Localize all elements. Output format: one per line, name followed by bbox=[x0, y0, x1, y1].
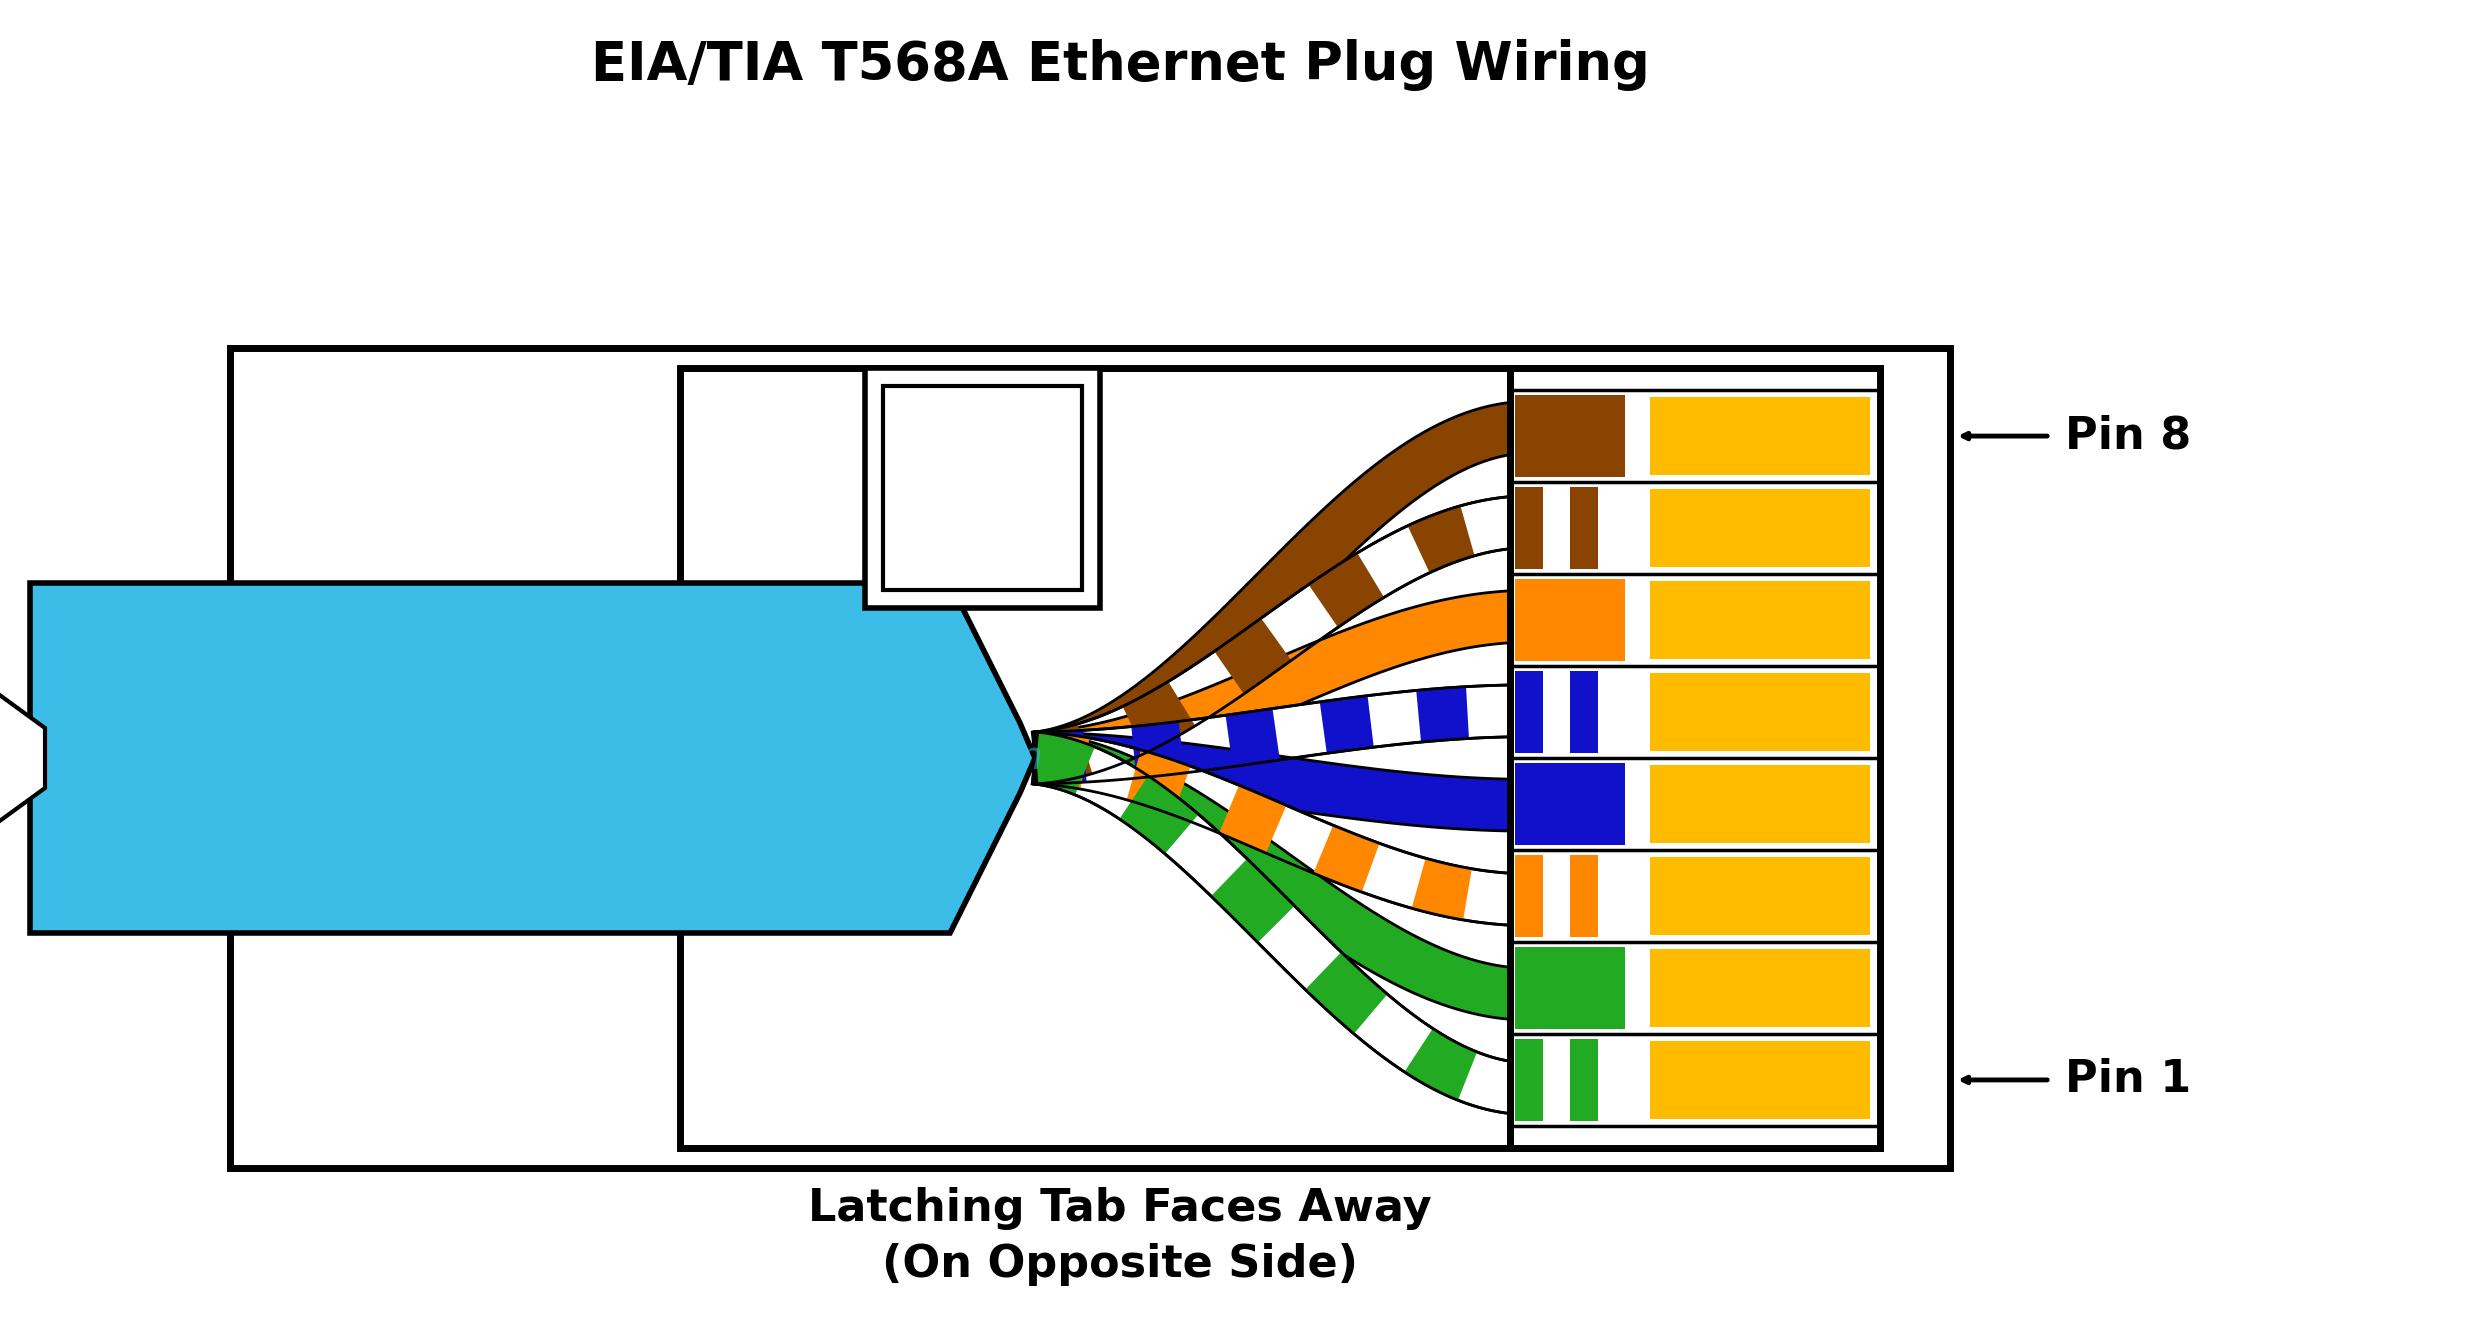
Polygon shape bbox=[1220, 786, 1287, 853]
Bar bbox=[1650, 950, 1870, 1027]
Polygon shape bbox=[1131, 721, 1186, 778]
Text: © HandymanHowTo.com: © HandymanHowTo.com bbox=[558, 740, 1042, 777]
Bar bbox=[1571, 1039, 1598, 1122]
Bar bbox=[1598, 1039, 1625, 1122]
Polygon shape bbox=[1035, 730, 1087, 785]
Polygon shape bbox=[30, 583, 1035, 933]
Polygon shape bbox=[1035, 732, 1517, 925]
Bar bbox=[1650, 397, 1870, 475]
Polygon shape bbox=[1309, 553, 1383, 627]
Polygon shape bbox=[1032, 724, 1092, 783]
Polygon shape bbox=[1032, 732, 1094, 795]
Bar bbox=[1598, 671, 1625, 753]
Bar bbox=[1514, 1039, 1541, 1122]
Bar bbox=[1541, 671, 1571, 753]
Polygon shape bbox=[1035, 590, 1517, 785]
Polygon shape bbox=[1032, 732, 1517, 1020]
Bar bbox=[1514, 578, 1625, 662]
Polygon shape bbox=[1210, 859, 1294, 942]
Bar bbox=[1650, 1041, 1870, 1118]
Polygon shape bbox=[1319, 696, 1373, 753]
Bar bbox=[1571, 855, 1598, 938]
Polygon shape bbox=[1126, 750, 1191, 815]
Bar bbox=[1541, 855, 1571, 938]
Polygon shape bbox=[1405, 1028, 1477, 1101]
Text: Pin 8: Pin 8 bbox=[2065, 414, 2191, 458]
Text: Latching Tab Faces Away: Latching Tab Faces Away bbox=[808, 1187, 1433, 1229]
Polygon shape bbox=[1035, 732, 1517, 831]
Bar bbox=[1514, 487, 1625, 569]
Bar bbox=[1571, 671, 1598, 753]
Bar bbox=[1650, 490, 1870, 566]
Text: (On Opposite Side): (On Opposite Side) bbox=[882, 1244, 1358, 1286]
Bar bbox=[679, 368, 1880, 1148]
Bar bbox=[1514, 671, 1625, 753]
Polygon shape bbox=[1032, 732, 1517, 1114]
Bar bbox=[1514, 487, 1541, 569]
Polygon shape bbox=[1119, 775, 1198, 853]
Bar bbox=[1514, 1039, 1625, 1122]
Polygon shape bbox=[1032, 496, 1517, 783]
Bar bbox=[1598, 855, 1625, 938]
Polygon shape bbox=[1415, 687, 1470, 742]
Bar bbox=[1571, 487, 1598, 569]
Polygon shape bbox=[0, 688, 44, 828]
Bar bbox=[1541, 1039, 1571, 1122]
Bar bbox=[1514, 946, 1625, 1029]
Bar bbox=[1650, 857, 1870, 934]
Text: Pin 1: Pin 1 bbox=[2065, 1058, 2191, 1102]
Text: EIA/TIA T568A Ethernet Plug Wiring: EIA/TIA T568A Ethernet Plug Wiring bbox=[590, 38, 1650, 91]
Bar bbox=[230, 348, 1949, 1168]
Bar bbox=[1514, 394, 1625, 478]
Bar bbox=[1514, 855, 1541, 938]
Bar bbox=[1598, 487, 1625, 569]
Bar bbox=[882, 386, 1082, 590]
Bar bbox=[1514, 762, 1625, 845]
Polygon shape bbox=[1124, 681, 1195, 753]
Polygon shape bbox=[1304, 953, 1388, 1033]
Polygon shape bbox=[1032, 402, 1517, 783]
Bar bbox=[1650, 766, 1870, 843]
Bar bbox=[1650, 673, 1870, 750]
Polygon shape bbox=[1035, 732, 1089, 789]
Bar bbox=[1650, 581, 1870, 659]
Bar bbox=[1509, 368, 1880, 1148]
Polygon shape bbox=[1225, 709, 1279, 766]
Bar bbox=[1514, 855, 1625, 938]
Bar bbox=[1514, 671, 1541, 753]
Polygon shape bbox=[1035, 685, 1517, 785]
Polygon shape bbox=[1314, 826, 1378, 892]
Bar bbox=[1541, 487, 1571, 569]
Bar bbox=[864, 368, 1099, 609]
Polygon shape bbox=[1215, 618, 1292, 695]
Polygon shape bbox=[1413, 859, 1472, 919]
Polygon shape bbox=[1408, 505, 1475, 573]
